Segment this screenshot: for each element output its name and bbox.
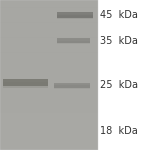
Bar [0,142,98,150]
Bar [3,82,48,85]
Bar [0,15,98,22]
Bar [57,12,93,18]
Bar [0,60,98,68]
Bar [57,15,93,18]
Bar [54,87,90,89]
Bar [0,120,98,127]
Bar [57,42,90,44]
Bar [0,135,98,142]
Bar [0,98,98,105]
Bar [0,45,98,52]
Bar [0,30,98,38]
Bar [0,112,98,120]
Bar [0,90,98,98]
Bar [57,38,90,43]
Bar [0,22,98,30]
Bar [57,16,93,19]
Bar [0,128,98,135]
Text: 25  kDa: 25 kDa [100,81,138,90]
Bar [57,14,93,17]
Text: 18  kDa: 18 kDa [100,126,138,135]
Bar [0,75,98,82]
Bar [0,0,98,150]
Bar [0,38,98,45]
Bar [57,39,90,42]
Bar [54,84,90,87]
Bar [0,82,98,90]
Bar [0,68,98,75]
Bar [0,8,98,15]
Bar [0,0,98,8]
Bar [3,79,48,86]
Text: 35  kDa: 35 kDa [100,36,138,45]
Bar [54,85,90,88]
Bar [3,85,48,88]
Bar [0,105,98,112]
Bar [0,52,98,60]
Bar [57,40,90,43]
Bar [54,83,90,88]
Text: 45  kDa: 45 kDa [100,10,138,20]
